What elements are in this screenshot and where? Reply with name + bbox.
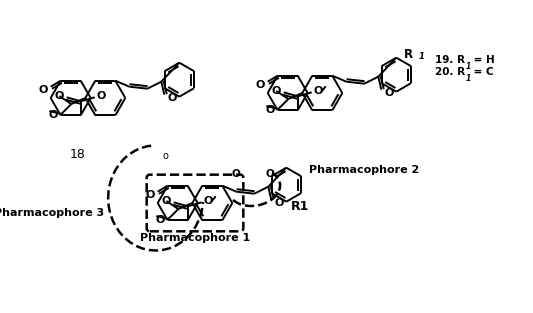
Text: o: o xyxy=(163,151,168,161)
Text: O: O xyxy=(204,196,213,206)
Text: 18: 18 xyxy=(70,148,86,162)
Text: = H: = H xyxy=(470,55,495,65)
Text: R1: R1 xyxy=(291,200,310,213)
Text: 1: 1 xyxy=(465,62,471,71)
Text: O: O xyxy=(97,91,107,101)
Text: O: O xyxy=(272,86,281,96)
Text: = C: = C xyxy=(470,67,494,77)
Text: 1: 1 xyxy=(418,52,424,61)
Text: Pharmacophore 3: Pharmacophore 3 xyxy=(0,208,104,218)
Text: O: O xyxy=(162,196,172,206)
Text: O: O xyxy=(385,88,394,98)
Text: 20. R: 20. R xyxy=(435,67,465,77)
Text: Pharmacophore 2: Pharmacophore 2 xyxy=(309,165,419,175)
Text: O: O xyxy=(256,80,265,90)
Text: O: O xyxy=(49,110,59,120)
Text: O: O xyxy=(146,190,155,200)
Text: Pharmacophore 1: Pharmacophore 1 xyxy=(140,233,250,243)
Text: O: O xyxy=(274,198,284,208)
Text: 1: 1 xyxy=(465,74,471,83)
Text: O: O xyxy=(156,215,165,225)
Text: O: O xyxy=(168,93,177,103)
Text: O: O xyxy=(55,91,64,101)
Text: O: O xyxy=(266,105,276,115)
Text: O: O xyxy=(266,169,274,179)
Text: O: O xyxy=(314,86,324,96)
Text: R: R xyxy=(404,48,413,61)
Text: O: O xyxy=(232,169,241,179)
Text: 19. R: 19. R xyxy=(435,55,465,65)
Text: O: O xyxy=(39,85,49,95)
